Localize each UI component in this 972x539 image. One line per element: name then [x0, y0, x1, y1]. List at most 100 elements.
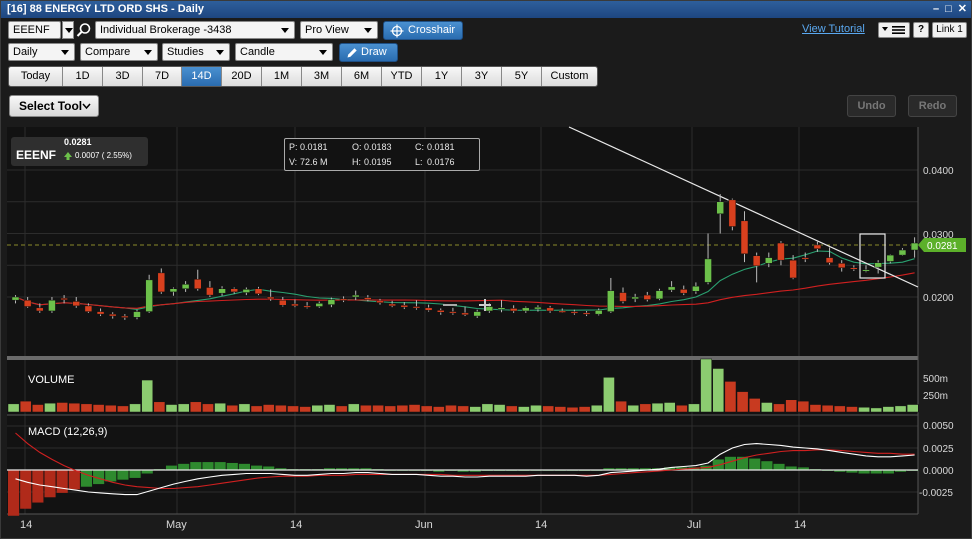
macd-tick-neg0025: -0.0025 — [919, 488, 953, 499]
range-3y[interactable]: 3Y — [462, 67, 502, 86]
volume-bar — [821, 404, 834, 413]
range-custom[interactable]: Custom — [542, 67, 597, 86]
volume-bar — [518, 406, 530, 413]
volume-bar — [676, 404, 688, 413]
compare-select[interactable]: Compare — [80, 43, 158, 61]
ohlc-o-label: O: — [352, 142, 362, 152]
volume-bar — [347, 403, 360, 413]
view-select[interactable]: Pro View — [300, 21, 378, 39]
candle-body — [449, 311, 457, 314]
volume-bar — [396, 404, 409, 413]
redo-button[interactable]: Redo — [908, 95, 957, 117]
macd-histogram-bar — [336, 468, 348, 470]
macd-histogram-bar — [457, 470, 469, 472]
candle-body — [157, 272, 166, 293]
volume-separator[interactable] — [7, 356, 918, 360]
volume-bar — [68, 402, 81, 413]
candle-body — [376, 300, 384, 303]
chart-type-select[interactable]: Candle — [235, 43, 333, 61]
range-1m[interactable]: 1M — [262, 67, 302, 86]
candle-body — [169, 288, 178, 293]
macd-histogram-bar — [214, 462, 226, 470]
minimize-icon[interactable]: – — [933, 3, 940, 15]
macd-histogram-bar — [251, 465, 263, 470]
date-range-bar: Today 1D 3D 7D 14D 20D 1M 3M 6M YTD 1Y 3… — [8, 66, 598, 87]
ohlc-h-label: H: — [352, 157, 361, 167]
account-select[interactable]: Individual Brokerage -3438 — [95, 21, 295, 39]
candle-body — [327, 299, 336, 305]
ohlc-v-value: 72.6 M — [300, 157, 328, 167]
ohlc-c-value: 0.0181 — [427, 142, 455, 152]
draw-label: Draw — [361, 46, 387, 58]
candle-body — [716, 201, 724, 215]
range-14d[interactable]: 14D — [182, 67, 222, 86]
studies-select[interactable]: Studies — [162, 43, 230, 61]
volume-bar — [32, 404, 44, 413]
help-button[interactable]: ? — [913, 22, 929, 38]
candle-body — [728, 199, 737, 227]
last-price-value: 0.0281 — [927, 241, 958, 252]
volume-bar — [165, 404, 178, 413]
candle-body — [680, 289, 688, 294]
macd-histogram-bar — [190, 462, 202, 470]
candle-body — [509, 308, 518, 312]
undo-button[interactable]: Undo — [847, 95, 896, 117]
close-icon[interactable]: ✕ — [957, 3, 967, 15]
ohlc-h-value: 0.0195 — [364, 157, 392, 167]
candle-body — [60, 298, 68, 301]
volume-bar — [469, 406, 482, 413]
candle-body — [655, 290, 664, 300]
price-chart[interactable]: VOLUME MACD (12,26,9) 0.0400 0.0300 0.02… — [1, 125, 971, 539]
select-tool-dropdown[interactable]: Select Tool — [9, 95, 99, 117]
link-button[interactable]: Link 1 — [932, 22, 967, 38]
range-7d[interactable]: 7D — [143, 67, 182, 86]
volume-label: VOLUME — [28, 374, 74, 386]
macd-histogram-bar — [846, 470, 858, 473]
crosshair-button[interactable]: Crosshair — [383, 21, 463, 40]
macd-histogram-bar — [797, 467, 809, 470]
view-tutorial-link[interactable]: View Tutorial — [802, 23, 865, 35]
volume-bar — [809, 404, 822, 413]
macd-label: MACD (12,26,9) — [28, 426, 107, 438]
range-today[interactable]: Today — [9, 67, 63, 86]
interval-select[interactable]: Daily — [8, 43, 75, 61]
candle-body — [789, 259, 797, 279]
search-icon[interactable] — [76, 22, 92, 38]
candle-body — [801, 257, 809, 260]
volume-bar — [724, 381, 737, 413]
range-6m[interactable]: 6M — [342, 67, 382, 86]
macd-histogram-bar — [676, 467, 688, 470]
range-1d[interactable]: 1D — [63, 67, 103, 86]
symbol-input[interactable]: EEENF — [8, 21, 61, 39]
range-ytd[interactable]: YTD — [382, 67, 422, 86]
macd-histogram-bar — [773, 463, 785, 470]
candle-body — [364, 297, 372, 300]
ohlc-p-value: 0.0181 — [300, 142, 328, 152]
range-20d[interactable]: 20D — [222, 67, 262, 86]
macd-signal-line — [15, 432, 915, 490]
symbol-dropdown-arrow[interactable] — [62, 21, 74, 39]
chart-menu-button[interactable] — [878, 22, 910, 38]
volume-bar — [639, 403, 652, 413]
range-3m[interactable]: 3M — [302, 67, 342, 86]
candle-body — [133, 311, 141, 318]
volume-bar — [554, 406, 567, 413]
candle-body — [206, 287, 214, 296]
title-bar[interactable]: [16] 88 ENERGY LTD ORD SHS - Daily – □ ✕ — [1, 1, 971, 18]
range-5y[interactable]: 5Y — [502, 67, 542, 86]
draw-button[interactable]: Draw — [339, 43, 398, 62]
volume-bar — [846, 406, 858, 413]
summary-last: 0.0281 — [64, 137, 92, 147]
candle-body — [315, 303, 323, 307]
candle-body — [594, 310, 603, 315]
range-1y[interactable]: 1Y — [422, 67, 462, 86]
volume-bars — [7, 358, 919, 413]
macd-histogram-bar — [323, 468, 336, 470]
volume-bar — [335, 405, 348, 413]
macd-histogram-bar — [20, 470, 32, 509]
highlight-rectangle[interactable] — [859, 233, 886, 279]
volume-bar — [214, 402, 226, 413]
range-3d[interactable]: 3D — [103, 67, 143, 86]
maximize-icon[interactable]: □ — [945, 3, 952, 15]
